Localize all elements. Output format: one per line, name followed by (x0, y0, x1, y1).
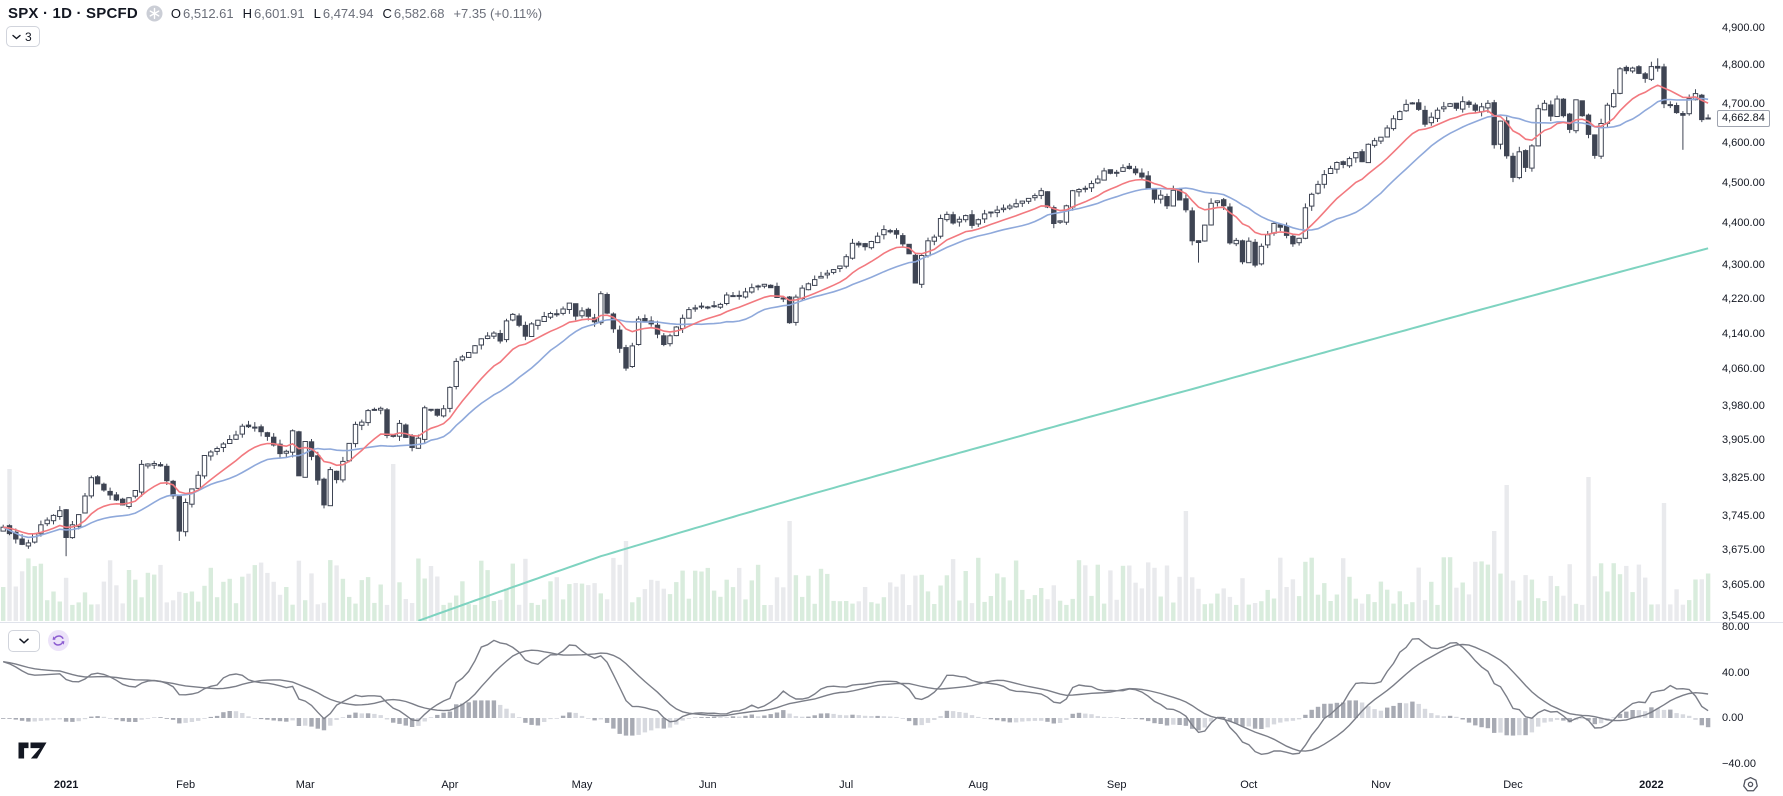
high-label: H (242, 6, 253, 21)
time-label: 2022 (1639, 779, 1664, 791)
price-tick: 4,500.00 (1722, 176, 1765, 189)
subpane-collapse-button[interactable] (8, 630, 40, 652)
low-label: L (313, 6, 321, 21)
time-label: Oct (1240, 779, 1258, 791)
indicator-sync-button[interactable] (48, 630, 69, 651)
price-tick: 3,545.00 (1722, 609, 1765, 622)
price-tick: 4,140.00 (1722, 328, 1765, 340)
price-tick: 4,060.00 (1722, 363, 1765, 376)
open-value: 6,512.61 (183, 6, 234, 21)
time-label: Jul (839, 779, 854, 791)
last-price-label: 4,662.84 (1717, 110, 1770, 128)
chevron-down-icon (12, 34, 21, 39)
price-tick: 4,220.00 (1722, 293, 1765, 306)
time-label: Sep (1106, 779, 1127, 791)
time-label: May (571, 779, 593, 791)
snowflake-icon (146, 5, 163, 22)
price-tick: 4,900.00 (1722, 22, 1765, 34)
refresh-icon (52, 635, 65, 646)
settings-icon[interactable] (1742, 776, 1759, 793)
chevron-down-icon (19, 638, 29, 644)
price-tick: 3,825.00 (1722, 471, 1765, 484)
time-label: 2021 (53, 779, 79, 791)
open-label: O (170, 6, 182, 21)
price-tick: 4,600.00 (1722, 136, 1765, 149)
time-label: Jun (698, 779, 717, 791)
time-label: Mar (295, 779, 315, 791)
subpane-tick: −40.00 (1722, 757, 1756, 770)
ohlc-values: O 6,512.61 H 6,601.91 L 6,474.94 C 6,582.68 … (171, 6, 542, 21)
price-tick: 4,300.00 (1722, 259, 1765, 272)
subpane-tick: 80.00 (1722, 621, 1750, 633)
time-label: Nov (1371, 779, 1391, 791)
subpane-tick: 0.00 (1722, 712, 1744, 724)
legend: SPX · 1D · SPCFD O 6,512.61 H 6,601.91 L 6,… (8, 5, 542, 22)
price-tick: 4,800.00 (1722, 59, 1765, 72)
pane-divider[interactable] (0, 622, 1783, 623)
low-value: 6,474.94 (322, 6, 374, 21)
time-label: Apr (441, 779, 459, 791)
symbol-title[interactable]: SPX · 1D · SPCFD (8, 5, 138, 22)
time-label: Dec (1503, 779, 1523, 791)
legend-collapse-button[interactable]: 3 (6, 26, 40, 47)
price-tick: 3,905.00 (1722, 434, 1765, 447)
subpane-tick: 40.00 (1722, 666, 1750, 679)
high-value: 6,601.91 (254, 6, 305, 21)
close-value: 6,582.68 (393, 6, 445, 21)
price-tick: 3,675.00 (1722, 544, 1765, 557)
price-tick: 4,700.00 (1722, 97, 1765, 110)
time-label: Feb (176, 779, 196, 791)
hidden-indicator-count: 3 (25, 29, 32, 44)
price-tick: 3,980.00 (1722, 399, 1765, 412)
close-label: C (382, 6, 392, 21)
time-label: Aug (968, 779, 989, 791)
price-tick: 3,605.00 (1722, 579, 1765, 592)
price-tick: 4,400.00 (1722, 217, 1765, 230)
tradingview-logo[interactable] (18, 742, 48, 759)
price-tick: 3,745.00 (1722, 510, 1765, 523)
change-value: +7.35 (+0.11%) (453, 6, 543, 21)
